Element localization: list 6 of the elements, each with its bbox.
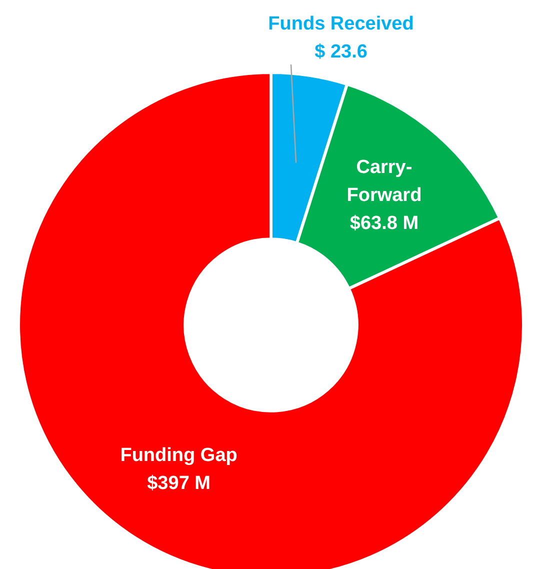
data-label: $63.8 M [350, 213, 419, 234]
slice-label: Funds Received [268, 14, 414, 35]
slice-label: Carry-Forward [346, 157, 422, 206]
data-label: $ 23.6 [314, 42, 368, 63]
slice-label: Funding Gap [120, 445, 238, 466]
data-label: $397 M [147, 473, 210, 494]
